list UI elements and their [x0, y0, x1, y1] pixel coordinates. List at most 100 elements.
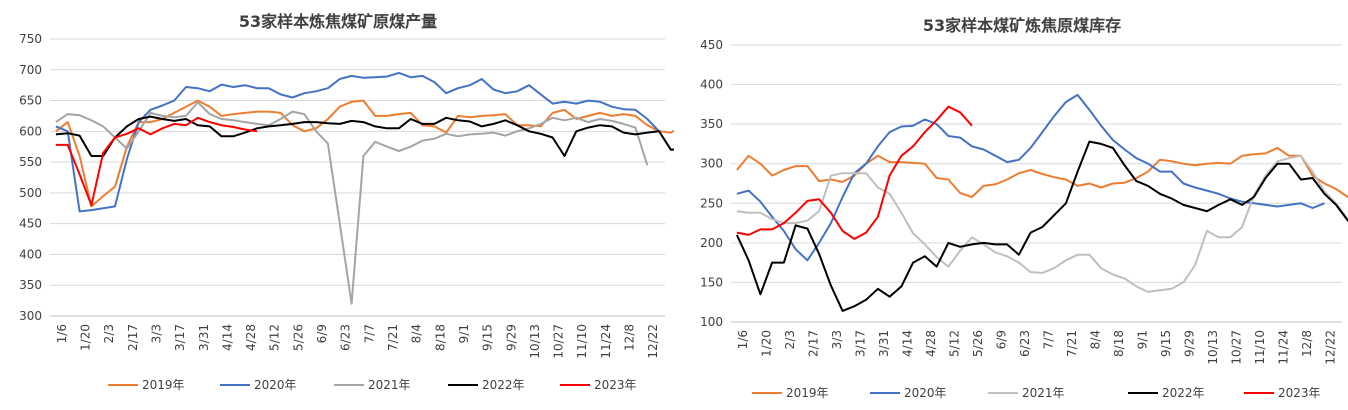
series-line-2021 — [55, 101, 649, 305]
y-tick-label: 650 — [19, 94, 42, 108]
y-tick-label: 150 — [700, 275, 723, 289]
x-tick-label: 5/12 — [268, 324, 282, 351]
x-tick-label: 9/29 — [1182, 330, 1196, 357]
x-tick-label: 6/9 — [315, 324, 329, 343]
legend-label: 2020年 — [254, 378, 297, 392]
y-axis-ticks: 300 350 400 450 500 550 600 650 700 750 — [19, 32, 42, 323]
x-tick-label: 12/8 — [1300, 330, 1314, 357]
x-tick-label: 11/10 — [575, 324, 589, 359]
legend-item: 2019年 — [752, 386, 829, 400]
x-tick-label: 9/15 — [1159, 330, 1173, 357]
inventory-chart: 53家样本煤矿炼焦原煤库存 100 150 200 250 300 350 400 450 1… — [700, 16, 1348, 400]
x-tick-label: 7/21 — [386, 324, 400, 351]
x-tick-label: 9/15 — [481, 324, 495, 351]
x-tick-label: 1/6 — [55, 324, 69, 343]
legend-item: 2022年 — [1128, 386, 1205, 400]
series-line-2023 — [736, 105, 973, 240]
x-tick-label: 8/4 — [1088, 330, 1102, 349]
y-tick-label: 450 — [19, 217, 42, 231]
x-tick-label: 10/13 — [1206, 330, 1220, 365]
series-line-2021 — [736, 154, 1348, 293]
x-tick-label: 12/8 — [623, 324, 637, 351]
legend: 2019年 2020年 2021年 2022年 2023年 — [752, 386, 1321, 400]
x-tick-label: 3/3 — [149, 324, 163, 343]
y-tick-label: 350 — [700, 117, 723, 131]
series-lines — [55, 71, 674, 305]
x-tick-label: 6/23 — [339, 324, 353, 351]
x-tick-label: 3/17 — [853, 330, 867, 357]
x-tick-label: 4/28 — [924, 330, 938, 357]
y-tick-label: 700 — [19, 63, 42, 77]
chart-title: 53家样本炼焦煤矿原煤产量 — [239, 12, 437, 31]
legend-label: 2021年 — [1022, 386, 1065, 400]
series-line-2023 — [55, 116, 258, 207]
x-axis-ticks: 1/6 1/20 2/3 2/17 3/3 3/17 3/31 4/14 4/28 5/12 5/2… — [736, 330, 1338, 365]
y-tick-label: 250 — [700, 196, 723, 210]
x-tick-label: 2/3 — [783, 330, 797, 349]
x-tick-label: 2/3 — [102, 324, 116, 343]
production-chart: 53家样本炼焦煤矿原煤产量 300 350 400 450 500 550 600 650 70… — [19, 12, 674, 392]
x-tick-label: 6/9 — [994, 330, 1008, 349]
y-tick-label: 750 — [19, 32, 42, 46]
x-tick-label: 5/26 — [971, 330, 985, 357]
y-axis-ticks: 100 150 200 250 300 350 400 450 — [700, 38, 723, 329]
x-tick-label: 1/20 — [78, 324, 92, 351]
gridlines — [731, 44, 1342, 323]
legend-label: 2023年 — [1278, 386, 1321, 400]
series-line-2020 — [55, 71, 660, 213]
legend-label: 2022年 — [1162, 386, 1205, 400]
x-tick-label: 11/24 — [599, 324, 613, 359]
y-tick-label: 600 — [19, 124, 42, 138]
x-tick-label: 5/12 — [947, 330, 961, 357]
x-tick-label: 3/31 — [877, 330, 891, 357]
series-line-2020 — [736, 93, 1325, 262]
x-tick-label: 11/24 — [1276, 330, 1290, 365]
y-tick-label: 100 — [700, 315, 723, 329]
series-line-2022 — [55, 115, 674, 157]
legend-item: 2023年 — [560, 378, 637, 392]
y-tick-label: 400 — [700, 78, 723, 92]
x-tick-label: 2/17 — [126, 324, 140, 351]
y-tick-label: 500 — [19, 186, 42, 200]
x-tick-label: 7/21 — [1065, 330, 1079, 357]
legend-label: 2019年 — [142, 378, 185, 392]
x-tick-label: 1/6 — [736, 330, 750, 349]
legend-item: 2020年 — [220, 378, 297, 392]
x-tick-label: 11/10 — [1253, 330, 1267, 365]
legend-label: 2021年 — [368, 378, 411, 392]
series-line-2022 — [735, 140, 1348, 312]
x-tick-label: 5/26 — [291, 324, 305, 351]
legend-label: 2019年 — [786, 386, 829, 400]
x-tick-label: 4/14 — [220, 324, 234, 351]
legend-label: 2023年 — [594, 378, 637, 392]
x-tick-label: 7/7 — [1041, 330, 1055, 349]
legend-item: 2023年 — [1244, 386, 1321, 400]
x-tick-label: 3/3 — [830, 330, 844, 349]
legend-item: 2021年 — [988, 386, 1065, 400]
legend-item: 2022年 — [448, 378, 525, 392]
x-tick-label: 10/27 — [552, 324, 566, 359]
legend-label: 2022年 — [482, 378, 525, 392]
chart-title: 53家样本煤矿炼焦原煤库存 — [923, 16, 1121, 35]
x-tick-label: 9/29 — [504, 324, 518, 351]
series-line-2019 — [736, 146, 1348, 199]
legend: 2019年 2020年 2021年 2022年 2023年 — [108, 378, 637, 392]
x-tick-label: 3/31 — [197, 324, 211, 351]
series-lines — [735, 93, 1348, 312]
x-tick-label: 9/1 — [1135, 330, 1149, 349]
y-tick-label: 450 — [700, 38, 723, 52]
x-tick-label: 10/27 — [1229, 330, 1243, 365]
x-tick-label: 8/4 — [410, 324, 424, 343]
x-tick-label: 9/1 — [457, 324, 471, 343]
x-tick-label: 4/14 — [900, 330, 914, 357]
x-axis-ticks: 1/6 1/20 2/3 2/17 3/3 3/17 3/31 4/14 4/28 5/12 5/2… — [55, 324, 660, 359]
x-tick-label: 10/13 — [528, 324, 542, 359]
x-tick-label: 6/23 — [1018, 330, 1032, 357]
y-tick-label: 300 — [700, 157, 723, 171]
y-tick-label: 400 — [19, 247, 42, 261]
y-tick-label: 350 — [19, 278, 42, 292]
x-tick-label: 2/17 — [806, 330, 820, 357]
y-tick-label: 550 — [19, 155, 42, 169]
legend-item: 2021年 — [334, 378, 411, 392]
x-tick-label: 12/22 — [1323, 330, 1337, 365]
